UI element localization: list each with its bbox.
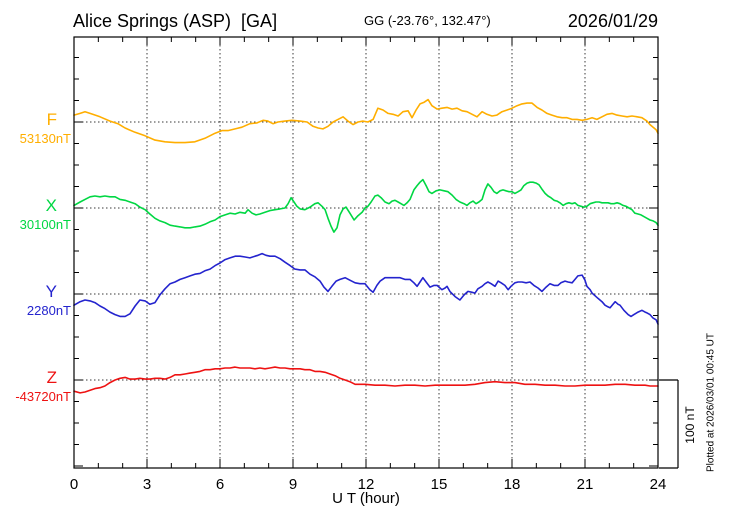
series-letter-X: X — [46, 196, 57, 215]
trace-X — [73, 178, 659, 233]
series-letter-F: F — [47, 110, 57, 129]
plot-date: 2026/01/29 — [567, 11, 658, 31]
x-tick-label-15: 15 — [431, 476, 448, 493]
trace-F — [73, 98, 659, 144]
x-tick-label-0: 0 — [70, 476, 78, 493]
plotted-at-note: Plotted at 2026/03/01 00:45 UT — [705, 333, 717, 472]
geographic-coordinates: GG (-23.76°, 132.47°) — [364, 13, 491, 28]
x-tick-label-18: 18 — [504, 476, 521, 493]
series-baseline-value-F: 53130nT — [20, 131, 71, 146]
scale-bar-label: 100 nT — [683, 406, 697, 444]
series-baseline-value-Y: 2280nT — [27, 303, 71, 318]
x-tick-label-6: 6 — [216, 476, 224, 493]
x-axis-label: U T (hour) — [332, 490, 400, 507]
station-title: Alice Springs (ASP) [GA] — [73, 11, 278, 31]
series-letter-Y: Y — [46, 282, 57, 301]
series-baseline-value-Z: -43720nT — [15, 389, 71, 404]
x-tick-label-21: 21 — [577, 476, 594, 493]
x-tick-label-3: 3 — [143, 476, 151, 493]
series-letter-Z: Z — [47, 368, 57, 387]
x-tick-label-9: 9 — [289, 476, 297, 493]
x-tick-label-12: 12 — [358, 476, 375, 493]
series-baseline-value-X: 30100nT — [20, 217, 71, 232]
x-tick-label-24: 24 — [650, 476, 667, 493]
trace-Y — [73, 252, 659, 325]
trace-Z — [73, 366, 659, 394]
